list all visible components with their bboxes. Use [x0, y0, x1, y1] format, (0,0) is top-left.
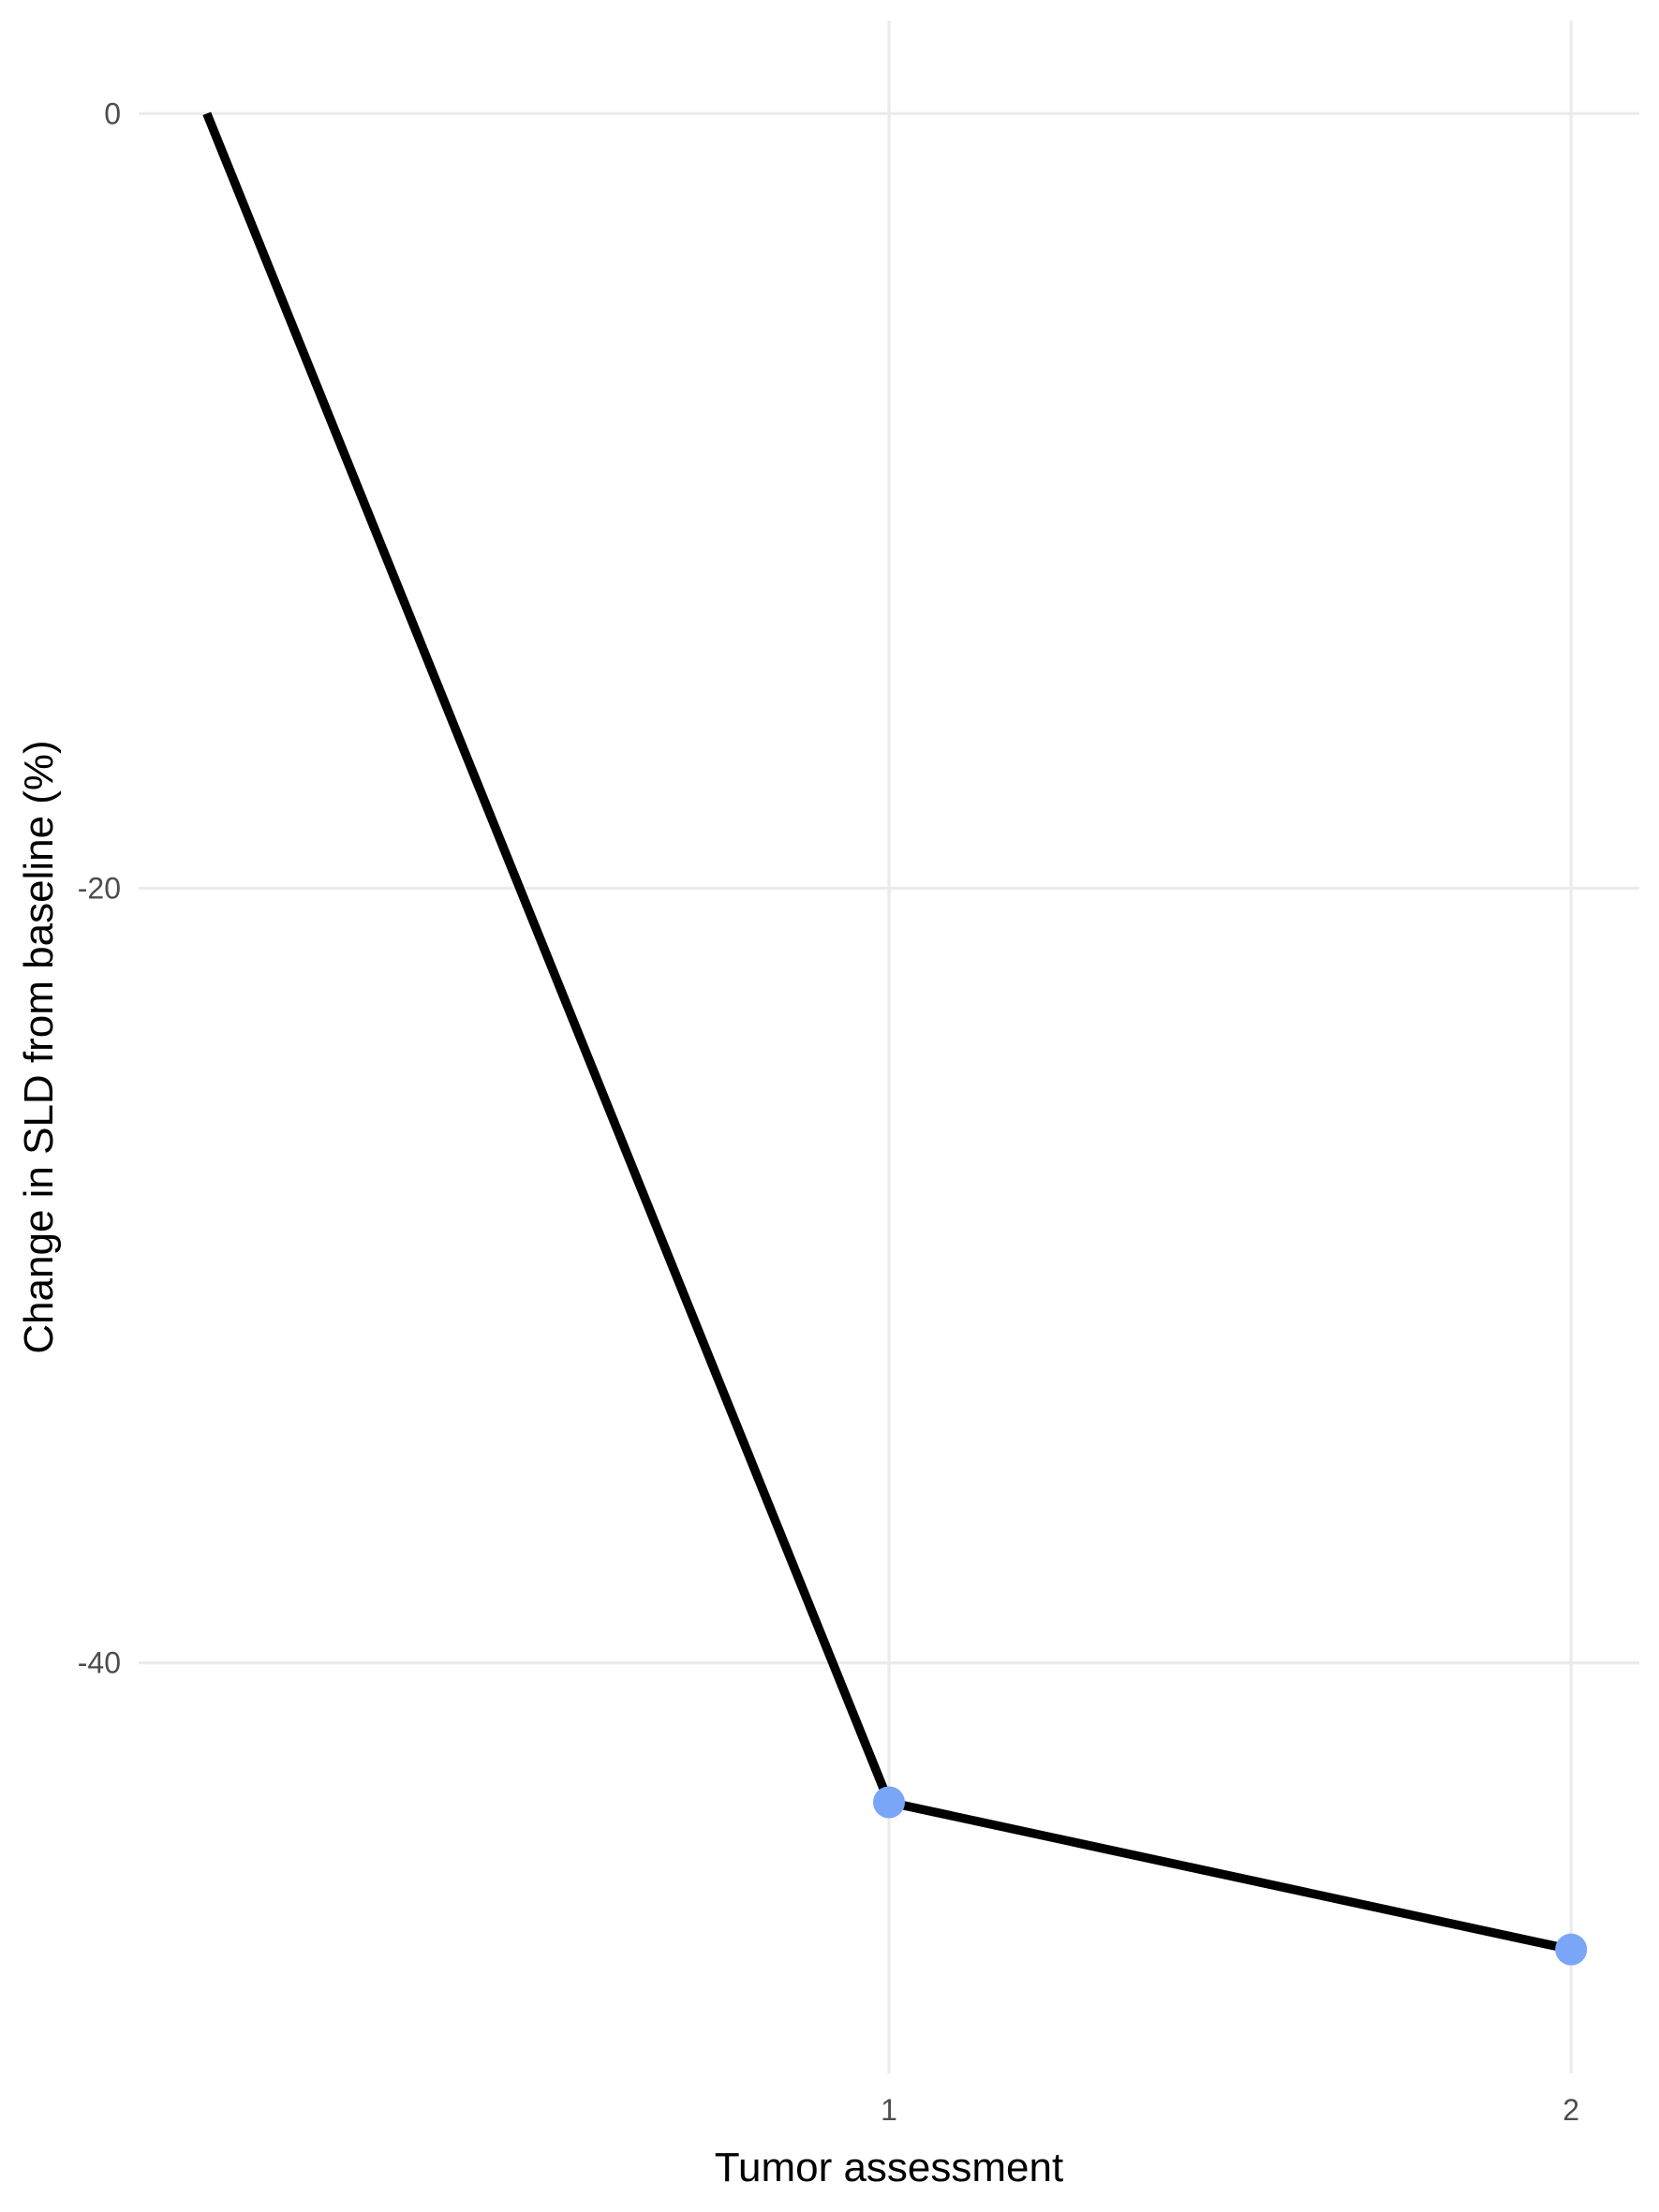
y-gridlines	[139, 111, 1639, 1665]
y-axis-title: Change in SLD from baseline (%)	[16, 740, 62, 1353]
y-tick-labels: 0 -20 -40	[78, 96, 121, 1679]
y-tick-label: 0	[104, 96, 121, 130]
y-tick-label: -40	[78, 1646, 121, 1680]
x-tick-label: 1	[881, 2093, 897, 2127]
data-point-marker	[1555, 1933, 1588, 1966]
x-axis-title: Tumor assessment	[715, 2145, 1063, 2190]
data-point-marker	[873, 1786, 905, 1819]
x-gridlines	[887, 21, 1573, 2073]
y-tick-label: -20	[78, 871, 121, 905]
x-tick-label: 2	[1563, 2093, 1579, 2127]
marker-layer	[873, 1786, 1588, 1966]
